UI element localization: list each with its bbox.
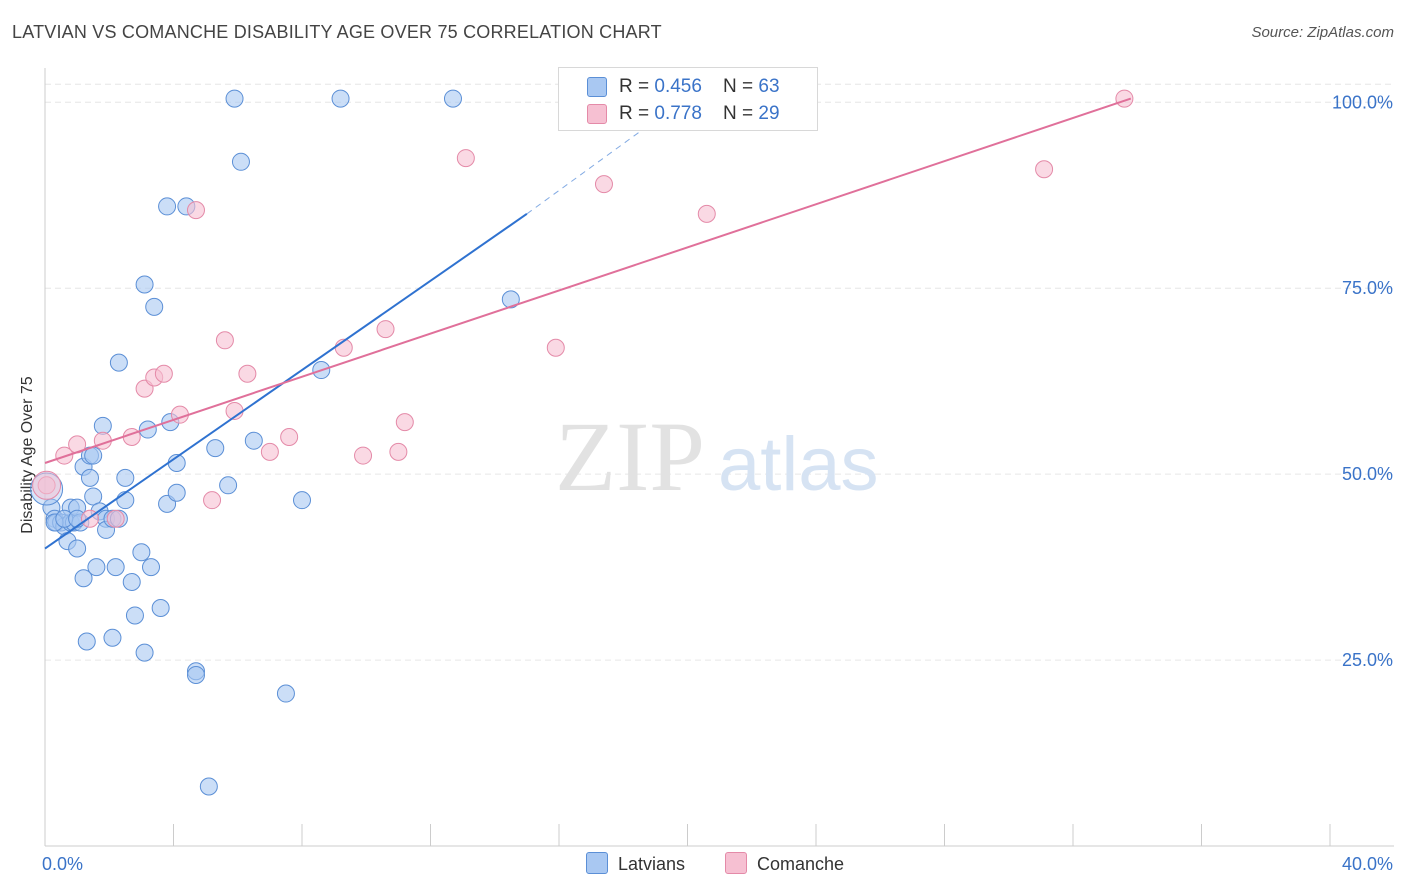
comanche-point-20 <box>376 320 395 339</box>
latvian-point-50 <box>219 476 238 495</box>
comanche-point-24 <box>546 338 565 357</box>
latvians-legend-label: Latvians <box>618 854 686 874</box>
comanche-point-19 <box>354 446 373 465</box>
y-tick-label-25: 25.0% <box>1342 650 1393 670</box>
latvians-legend-swatch <box>586 852 608 874</box>
latvian-point-14 <box>77 632 96 651</box>
comanche-n-label: N = <box>723 103 759 124</box>
latvian-point-52 <box>231 152 250 171</box>
comanche-point-21 <box>389 442 408 461</box>
latvian-point-40 <box>158 197 177 216</box>
latvian-point-37 <box>142 558 161 577</box>
comanche-point-13 <box>215 331 234 350</box>
correlation-legend: R = 0.456 N = 63 R = 0.778 N = 29 <box>558 67 818 131</box>
comanche-point-12 <box>203 491 222 510</box>
comanche-point-9 <box>154 364 173 383</box>
latvian-n-label: N = <box>723 76 759 97</box>
comanche-swatch <box>587 104 607 124</box>
axes <box>44 68 1394 847</box>
comanche-r-value: 0.778 <box>654 103 702 124</box>
zipatlas-watermark: ZIP atlas <box>555 401 879 512</box>
latvian-trend-extension <box>526 131 640 215</box>
y-tick-label-100: 100.0% <box>1332 92 1393 112</box>
comanche-point-16 <box>260 442 279 461</box>
latvian-point-59 <box>501 290 520 309</box>
tick-labels: 25.0% 50.0% 75.0% 100.0% 0.0% 40.0% <box>42 92 1393 874</box>
latvian-point-19 <box>87 558 106 577</box>
x-tick-label-min: 0.0% <box>42 854 83 874</box>
comanche-point-22 <box>395 413 414 432</box>
comanche-trend-line <box>44 97 1132 464</box>
latvian-point-15 <box>80 468 99 487</box>
latvian-point-26 <box>106 558 125 577</box>
comanche-n-value: 29 <box>758 103 780 124</box>
y-tick-label-50: 50.0% <box>1342 464 1393 484</box>
latvian-point-10 <box>68 539 87 558</box>
comanche-point-large <box>32 470 62 500</box>
comanche-point-26 <box>697 204 716 223</box>
latvian-point-33 <box>132 543 151 562</box>
latvian-n-value: 63 <box>758 76 780 97</box>
comanche-points <box>32 89 1134 528</box>
latvian-swatch <box>587 77 607 97</box>
latvian-point-44 <box>167 483 186 502</box>
watermark-zip: ZIP <box>555 401 705 512</box>
latvian-point-12 <box>74 569 93 588</box>
latvian-point-18 <box>84 487 103 506</box>
latvian-point-32 <box>125 606 144 625</box>
latvian-point-48 <box>199 777 218 796</box>
latvian-point-54 <box>276 684 295 703</box>
latvian-point-25 <box>103 628 122 647</box>
latvian-point-49 <box>206 439 225 458</box>
bottom-legend-latvians: Latvians <box>586 852 685 875</box>
comanche-point-27 <box>1035 160 1054 179</box>
comanche-point-15 <box>238 364 257 383</box>
comanche-point-23 <box>456 149 475 168</box>
comanche-legend-label: Comanche <box>757 854 845 874</box>
latvian-r-value: 0.456 <box>654 76 702 97</box>
bottom-legend-comanche: Comanche <box>725 852 844 875</box>
comanche-point-17 <box>280 427 299 446</box>
watermark-atlas: atlas <box>718 422 879 507</box>
latvian-r-label: R = <box>619 76 655 97</box>
latvian-point-38 <box>145 297 164 316</box>
x-tick-label-max: 40.0% <box>1342 854 1393 874</box>
comanche-point-25 <box>594 175 613 194</box>
latvian-point-34 <box>135 275 154 294</box>
y-tick-label-75: 75.0% <box>1342 278 1393 298</box>
latvian-point-35 <box>135 643 154 662</box>
latvian-point-28 <box>109 353 128 372</box>
latvian-point-55 <box>293 491 311 510</box>
latvian-point-57 <box>331 89 350 108</box>
latvian-point-58 <box>443 89 462 108</box>
latvian-point-29 <box>116 491 135 510</box>
latvian-point-51 <box>225 89 244 108</box>
comanche-point-5 <box>106 509 125 528</box>
trend-lines <box>44 97 1132 550</box>
latvian-point-30 <box>116 468 135 487</box>
comanche-legend-swatch <box>725 852 747 874</box>
source-label: Source: ZipAtlas.com <box>1251 24 1394 41</box>
comanche-point-11 <box>186 201 205 220</box>
latvian-point-31 <box>122 572 141 591</box>
comanche-r-label: R = <box>619 103 655 124</box>
latvian-point-53 <box>244 431 263 450</box>
latvian-point-47 <box>186 665 205 684</box>
latvian-point-39 <box>151 599 170 618</box>
chart-title: LATVIAN VS COMANCHE DISABILITY AGE OVER … <box>12 22 662 42</box>
